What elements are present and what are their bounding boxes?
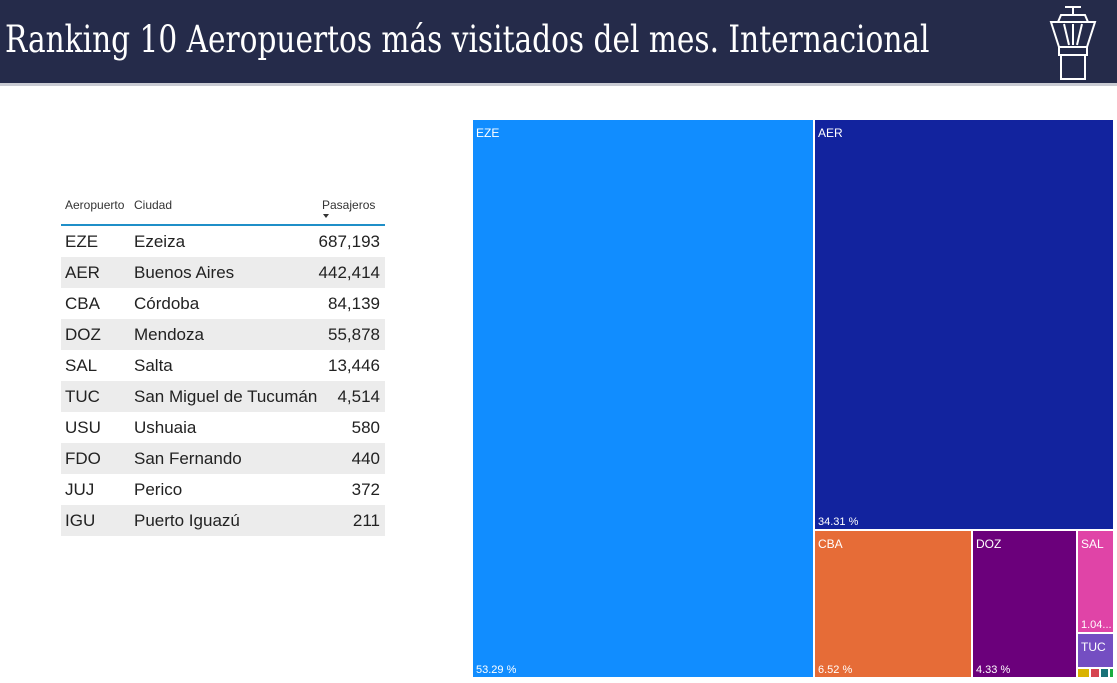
treemap-tile-fdo[interactable] [1090, 668, 1100, 678]
cell-city: Buenos Aires [134, 263, 235, 282]
treemap-tile-sal[interactable]: SAL 1.04... [1077, 530, 1114, 633]
table-row[interactable]: JUJ Perico 372 [61, 474, 385, 505]
cell-airport: SAL [65, 356, 98, 375]
treemap-tile-aer[interactable]: AER 34.31 % [814, 119, 1114, 530]
cell-city: Puerto Iguazú [134, 511, 240, 530]
table-row[interactable]: DOZ Mendoza 55,878 [61, 319, 385, 350]
cell-passengers: 84,139 [328, 294, 380, 313]
table-row[interactable]: EZE Ezeiza 687,193 [61, 226, 385, 257]
treemap-tile-doz[interactable]: DOZ 4.33 % [972, 530, 1077, 678]
tile-label: CBA [818, 537, 843, 551]
cell-airport: AER [65, 263, 100, 282]
table-row[interactable]: FDO San Fernando 440 [61, 443, 385, 474]
treemap-tile-usu[interactable] [1077, 668, 1090, 678]
treemap-tile-eze[interactable]: EZE 53.29 % [472, 119, 814, 678]
tile-percent: 6.52 % [818, 664, 852, 676]
cell-airport: CBA [65, 294, 100, 313]
cell-passengers: 372 [351, 480, 380, 499]
cell-airport: DOZ [65, 325, 101, 344]
table-row[interactable]: TUC San Miguel de Tucumán 4,514 [61, 381, 385, 412]
tile-label: TUC [1081, 640, 1106, 654]
cell-city: Perico [134, 480, 183, 499]
treemap-tile-juj[interactable] [1100, 668, 1109, 678]
cell-passengers: 440 [351, 449, 380, 468]
table-row[interactable]: USU Ushuaia 580 [61, 412, 385, 443]
treemap-tile-igu[interactable] [1109, 668, 1114, 678]
cell-passengers: 211 [352, 511, 380, 530]
tile-percent: 1.04... [1081, 619, 1112, 631]
column-header-airport[interactable]: Aeropuerto [65, 198, 125, 212]
column-header-city[interactable]: Ciudad [134, 198, 173, 212]
tile-label: EZE [476, 126, 499, 140]
cell-passengers: 55,878 [328, 325, 380, 344]
cell-passengers: 580 [351, 418, 380, 437]
cell-city: San Fernando [134, 449, 242, 468]
cell-passengers: 4,514 [337, 387, 380, 406]
header-bar: Ranking 10 Aeropuertos más visitados del… [0, 0, 1117, 86]
cell-city: San Miguel de Tucumán [134, 387, 318, 406]
tile-label: AER [818, 126, 843, 140]
tile-percent: 53.29 % [476, 664, 517, 676]
cell-city: Mendoza [134, 325, 204, 344]
cell-city: Ezeiza [134, 232, 186, 251]
treemap-tile-cba[interactable]: CBA 6.52 % [814, 530, 972, 678]
cell-passengers: 442,414 [318, 263, 380, 282]
cell-city: Ushuaia [134, 418, 197, 437]
treemap-tile-tuc[interactable]: TUC [1077, 633, 1114, 668]
table-row[interactable]: AER Buenos Aires 442,414 [61, 257, 385, 288]
cell-airport: TUC [65, 387, 100, 406]
tile-label: DOZ [976, 537, 1001, 551]
tile-percent: 34.31 % [818, 516, 859, 528]
table-row[interactable]: IGU Puerto Iguazú 211 [61, 505, 385, 536]
table-row[interactable]: CBA Córdoba 84,139 [61, 288, 385, 319]
sort-descending-icon[interactable] [323, 214, 329, 218]
table-row[interactable]: SAL Salta 13,446 [61, 350, 385, 381]
airport-table: Aeropuerto Ciudad Pasajeros EZE Ezeiza 687… [61, 192, 385, 536]
column-header-passengers[interactable]: Pasajeros [322, 198, 376, 212]
control-tower-icon [1049, 6, 1097, 80]
tile-percent: 4.33 % [976, 664, 1010, 676]
tile-label: SAL [1081, 537, 1104, 551]
page-title: Ranking 10 Aeropuertos más visitados del… [5, 18, 930, 61]
cell-passengers: 687,193 [318, 232, 380, 251]
cell-airport: FDO [65, 449, 101, 468]
cell-airport: JUJ [65, 480, 95, 499]
cell-airport: EZE [65, 232, 99, 251]
cell-airport: IGU [65, 511, 96, 530]
cell-city: Salta [134, 356, 173, 375]
cell-airport: USU [65, 418, 101, 437]
cell-city: Córdoba [134, 294, 200, 313]
cell-passengers: 13,446 [328, 356, 380, 375]
table-header: Aeropuerto Ciudad Pasajeros [61, 192, 385, 226]
